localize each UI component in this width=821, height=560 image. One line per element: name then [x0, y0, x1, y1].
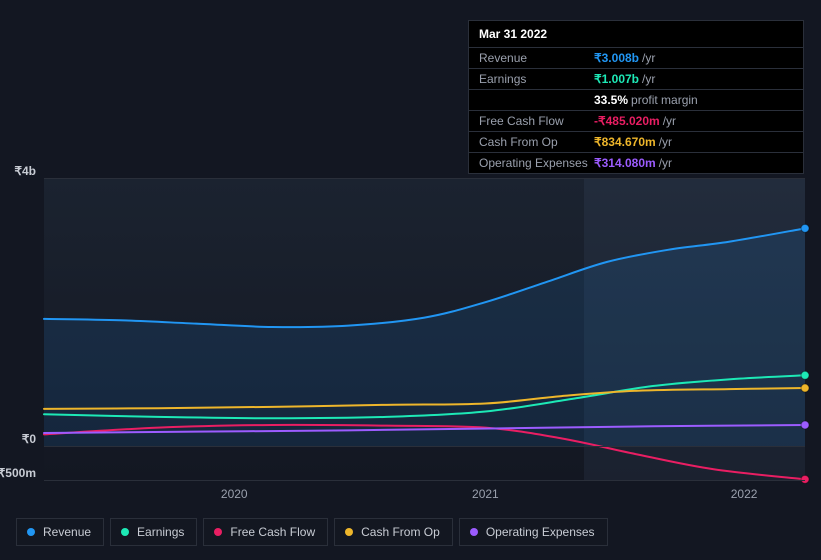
tooltip-metric-suffix: /yr [659, 135, 672, 149]
y-axis-label: ₹0 [0, 432, 36, 446]
tooltip-metric-suffix: /yr [659, 156, 672, 170]
tooltip-metric-suffix: /yr [642, 51, 655, 65]
legend-label: Cash From Op [361, 525, 440, 539]
tooltip-metric-label: Cash From Op [479, 135, 594, 149]
legend-dot-icon [214, 528, 222, 536]
x-axis: 2020 2021 2022 [44, 480, 805, 500]
legend-label: Earnings [137, 525, 184, 539]
legend-item-earnings[interactable]: Earnings [110, 518, 197, 546]
series-endpoint-operating-expenses [801, 421, 809, 429]
tooltip-metric-label: Free Cash Flow [479, 114, 594, 128]
tooltip-row: Operating Expenses₹314.080m/yr [469, 153, 803, 173]
y-axis-label: -₹500m [0, 466, 36, 480]
tooltip-metric-label [479, 93, 594, 107]
series-endpoint-revenue [801, 224, 809, 232]
tooltip-metric-label: Revenue [479, 51, 594, 65]
legend-label: Operating Expenses [486, 525, 595, 539]
y-gridline [44, 178, 805, 179]
tooltip-date: Mar 31 2022 [469, 21, 803, 48]
tooltip-metric-suffix: profit margin [631, 93, 698, 107]
tooltip-row: Earnings₹1.007b/yr [469, 69, 803, 90]
y-gridline [44, 446, 805, 447]
series-area-revenue [44, 228, 805, 446]
series-endpoint-cash-from-op [801, 384, 809, 392]
chart-tooltip: Mar 31 2022 Revenue₹3.008b/yrEarnings₹1.… [468, 20, 804, 174]
legend-label: Revenue [43, 525, 91, 539]
legend-item-cash-from-op[interactable]: Cash From Op [334, 518, 453, 546]
chart-legend: Revenue Earnings Free Cash Flow Cash From O… [16, 518, 608, 546]
legend-label: Free Cash Flow [230, 525, 315, 539]
tooltip-metric-value: ₹314.080m [594, 156, 656, 170]
tooltip-metric-value: ₹3.008b [594, 51, 639, 65]
legend-item-free-cash-flow[interactable]: Free Cash Flow [203, 518, 328, 546]
legend-dot-icon [470, 528, 478, 536]
tooltip-metric-value: ₹1.007b [594, 72, 639, 86]
tooltip-metric-value: ₹834.670m [594, 135, 656, 149]
legend-dot-icon [27, 528, 35, 536]
tooltip-metric-label: Operating Expenses [479, 156, 594, 170]
legend-dot-icon [345, 528, 353, 536]
tooltip-row: Cash From Op₹834.670m/yr [469, 132, 803, 153]
series-endpoint-earnings [801, 371, 809, 379]
tooltip-metric-value: 33.5% [594, 93, 628, 107]
tooltip-metric-suffix: /yr [642, 72, 655, 86]
legend-dot-icon [121, 528, 129, 536]
plot-area[interactable] [44, 178, 805, 480]
tooltip-row: Free Cash Flow-₹485.020m/yr [469, 111, 803, 132]
x-axis-label: 2022 [731, 487, 758, 501]
tooltip-metric-label: Earnings [479, 72, 594, 86]
tooltip-metric-suffix: /yr [663, 114, 676, 128]
legend-item-operating-expenses[interactable]: Operating Expenses [459, 518, 608, 546]
x-axis-label: 2021 [472, 487, 499, 501]
tooltip-row: Revenue₹3.008b/yr [469, 48, 803, 69]
tooltip-row: 33.5%profit margin [469, 90, 803, 111]
x-axis-label: 2020 [221, 487, 248, 501]
y-axis-label: ₹4b [0, 164, 36, 178]
legend-item-revenue[interactable]: Revenue [16, 518, 104, 546]
tooltip-metric-value: -₹485.020m [594, 114, 660, 128]
